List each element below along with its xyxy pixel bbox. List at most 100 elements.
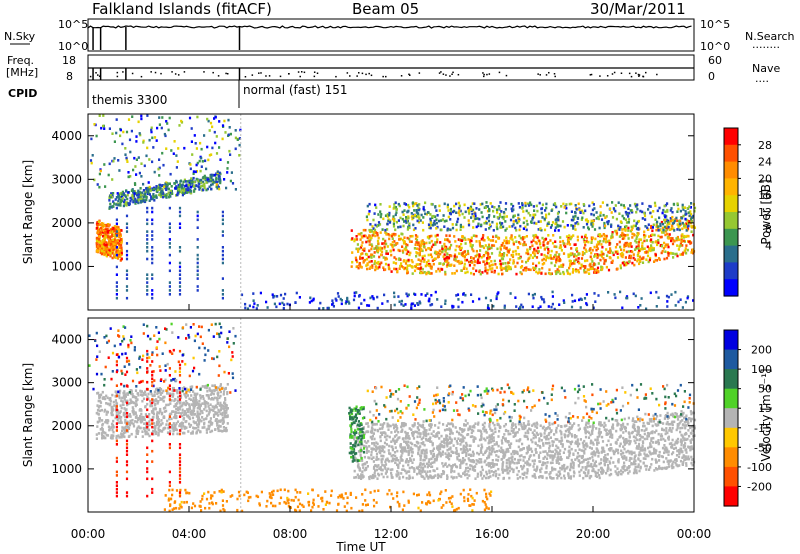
power-pixel [143, 164, 146, 168]
power-pixel [160, 191, 164, 194]
velocity-pixel [166, 431, 170, 434]
velocity-pixel [429, 470, 432, 473]
power-pixel [553, 307, 556, 311]
power-pixel [189, 163, 192, 166]
power-pixel [112, 227, 115, 230]
velocity-pixel [175, 389, 178, 392]
power-pixel [100, 244, 103, 248]
velocity-pixel [220, 403, 223, 407]
power-pixel [100, 241, 103, 245]
velocity-pixel [530, 447, 533, 451]
power-pixel [392, 225, 396, 228]
power-pixel [298, 296, 301, 299]
power-pixel [501, 215, 504, 219]
power-pixel [397, 202, 400, 206]
power-pixel [347, 300, 350, 304]
nave-dot [613, 71, 616, 74]
power-pixel [356, 260, 359, 264]
power-pixel [192, 176, 195, 180]
velocity-pixel [608, 429, 611, 433]
power-pixel [464, 259, 467, 262]
power-pixel [181, 185, 184, 188]
power-pixel [627, 229, 630, 232]
power-pixel [107, 235, 110, 239]
velocity-pixel [143, 422, 146, 425]
power-pixel [196, 265, 199, 269]
power-pixel [497, 237, 500, 240]
power-pixel [146, 206, 149, 210]
power-pixel [188, 179, 191, 183]
power-pixel [635, 210, 638, 214]
power-pixel [400, 232, 403, 236]
velocity-pixel [203, 399, 206, 403]
power-pixel [414, 202, 418, 205]
power-pixel [554, 270, 557, 273]
velocity-pixel [583, 439, 586, 443]
power-pixel [585, 293, 588, 296]
power-pixel [144, 190, 147, 194]
power-pixel [127, 175, 130, 179]
power-pixel [551, 241, 555, 245]
power-pixel [636, 247, 640, 250]
power-pixel [384, 258, 387, 261]
power-pixel [600, 234, 603, 238]
power-pixel [522, 210, 525, 213]
power-pixel [478, 244, 482, 247]
power-pixel [412, 204, 415, 208]
power-pixel [478, 240, 481, 243]
velocity-pixel [132, 422, 135, 426]
power-pixel [482, 234, 485, 237]
power-pixel [514, 226, 517, 230]
power-pixel [211, 174, 214, 177]
power-pixel [111, 233, 114, 237]
power-pixel [108, 127, 111, 130]
velocity-pixel [151, 404, 154, 408]
power-pixel [421, 255, 424, 258]
power-pixel [198, 188, 201, 191]
power-pixel [562, 270, 565, 274]
power-data-layer [89, 114, 697, 311]
power-pixel [376, 239, 380, 243]
power-pixel [167, 187, 170, 191]
power-pixel [558, 246, 561, 250]
power-pixel [584, 233, 587, 237]
velocity-pixel [190, 394, 193, 397]
power-pixel [169, 189, 172, 193]
power-pixel [105, 241, 108, 244]
power-pixel [472, 214, 475, 218]
power-pixel [568, 259, 571, 263]
velocity-pixel [158, 424, 161, 428]
velocity-pixel [466, 473, 469, 476]
power-pixel [538, 201, 541, 205]
velocity-pixel [682, 446, 685, 449]
power-pixel [355, 258, 358, 262]
power-pixel [115, 250, 118, 253]
power-pixel [583, 297, 587, 300]
power-pixel [206, 117, 209, 121]
power-pixel [377, 261, 380, 265]
power-pixel [573, 262, 576, 265]
power-pixel [512, 250, 515, 253]
nave-dot [370, 74, 373, 77]
power-pixel [504, 266, 507, 269]
power-pixel [666, 243, 669, 246]
velocity-pixel [522, 464, 526, 468]
power-pixel [486, 236, 489, 239]
velocity-pixel [115, 391, 118, 394]
velocity-pixel [634, 459, 637, 463]
power-pixel [557, 218, 560, 222]
power-pixel [600, 250, 603, 254]
velocity-pixel [118, 436, 121, 439]
power-pixel [114, 198, 117, 201]
power-pixel [183, 188, 186, 191]
power-pixel [686, 221, 689, 225]
velocity-pixel [209, 393, 213, 396]
power-pixel [175, 179, 178, 183]
power-pixel [406, 210, 409, 214]
velocity-pixel [542, 442, 545, 445]
power-pixel [360, 302, 363, 305]
power-pixel [151, 234, 154, 237]
power-pixel [413, 213, 417, 217]
power-pixel [632, 224, 635, 228]
